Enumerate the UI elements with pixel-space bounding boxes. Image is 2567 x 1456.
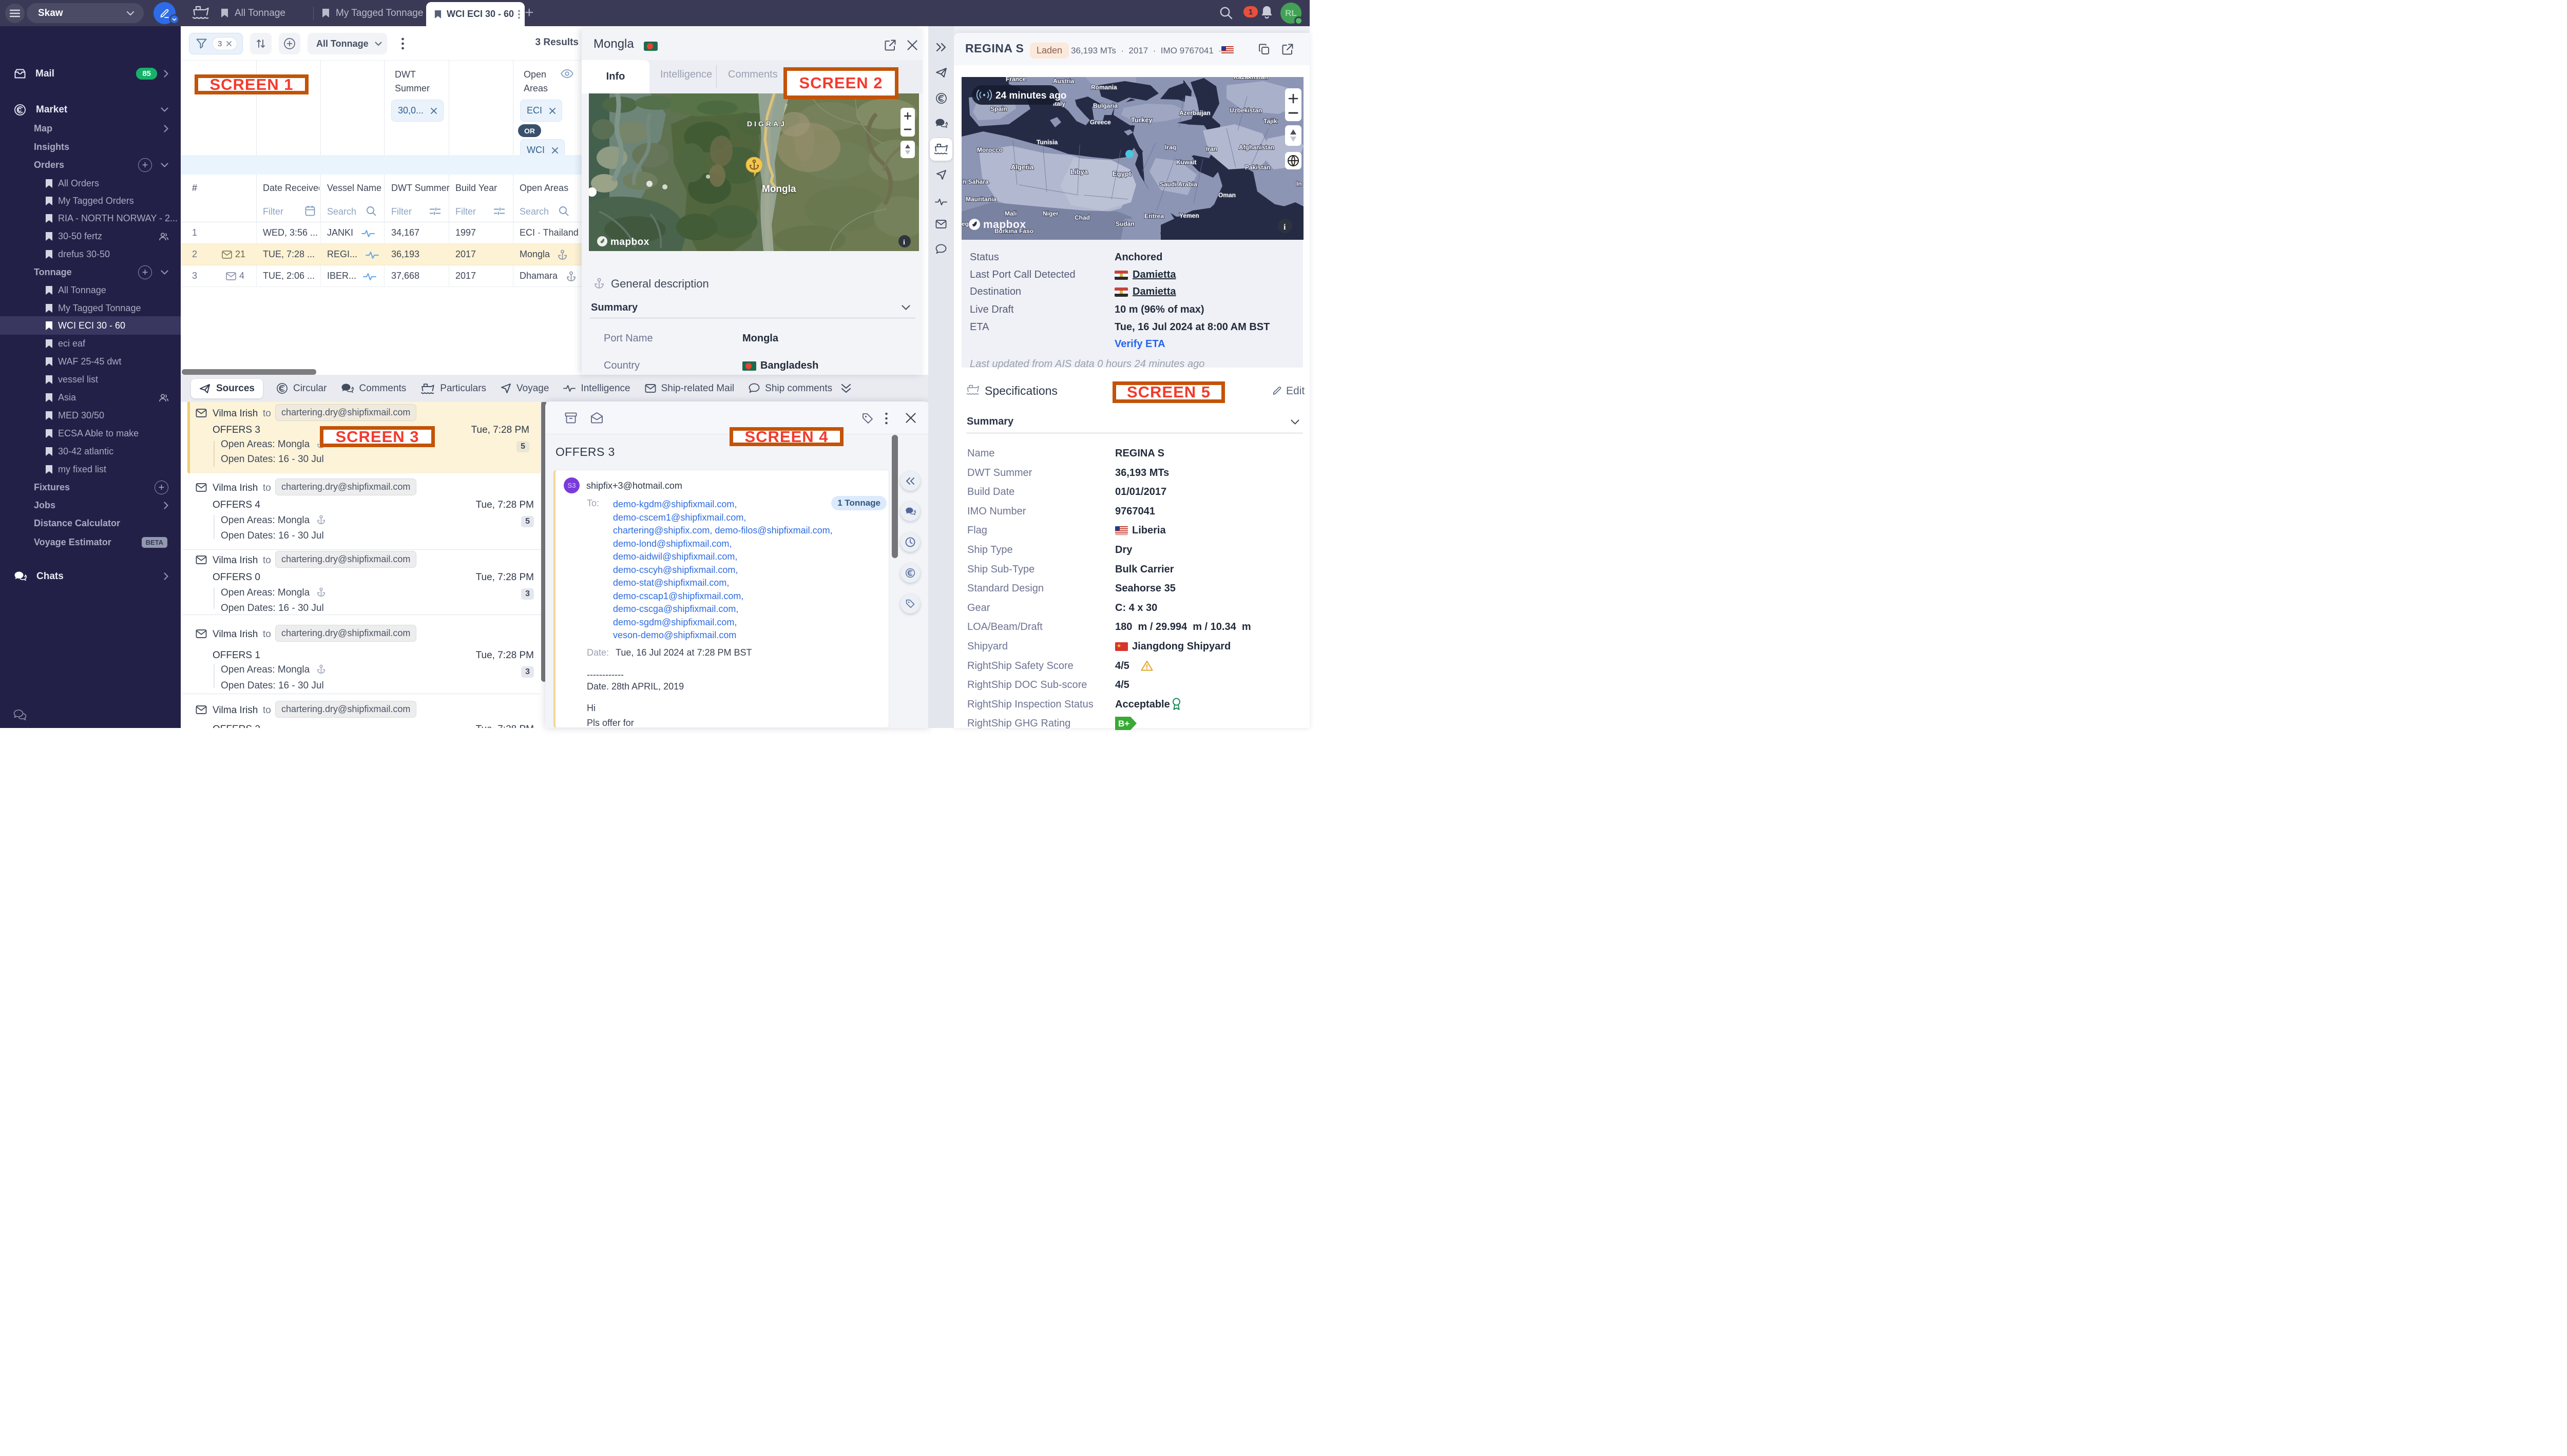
svg-text:24 minutes ago: 24 minutes ago [995,90,1066,101]
svg-text:Tunisia: Tunisia [1037,139,1058,146]
svg-text:Chad: Chad [1075,214,1090,221]
svg-text:Mongla: Mongla [762,184,796,195]
svg-text:Oman: Oman [1218,191,1236,199]
svg-text:Niger: Niger [1043,210,1059,217]
svg-text:Romania: Romania [1091,84,1117,91]
svg-text:Azerbaijan: Azerbaijan [1179,109,1211,117]
svg-text:B+: B+ [1118,719,1129,729]
svg-text:DIGRAJ: DIGRAJ [747,120,787,128]
svg-text:mapbox: mapbox [983,219,1026,231]
svg-text:Iraq: Iraq [1165,144,1176,151]
svg-text:Eritrea: Eritrea [1144,213,1164,220]
svg-text:Greece: Greece [1090,119,1111,126]
svg-text:Iran: Iran [1206,145,1217,152]
svg-text:Spain: Spain [990,105,1007,112]
svg-text:Mauritania: Mauritania [966,196,997,203]
svg-text:Afghanistan: Afghanistan [1239,144,1274,151]
svg-text:mapbox: mapbox [610,237,649,247]
svg-text:Kuwait: Kuwait [1176,159,1196,166]
svg-text:Kazakhstan: Kazakhstan [1234,77,1268,81]
svg-text:i: i [903,239,905,246]
svg-text:i: i [1284,223,1286,232]
svg-text:Libya: Libya [1070,168,1088,176]
svg-text:Uzbekistan: Uzbekistan [1230,107,1262,114]
svg-text:Sudan: Sudan [1116,220,1135,227]
svg-text:Bulgaria: Bulgaria [1093,102,1118,109]
svg-text:Turkey: Turkey [1131,116,1153,124]
svg-text:Pakistan: Pakistan [1245,164,1270,171]
svg-text:Yemen: Yemen [1179,212,1199,219]
svg-text:Morocco: Morocco [977,146,1003,154]
svg-text:Mali: Mali [1005,210,1017,217]
svg-text:Algeria: Algeria [1011,163,1034,171]
svg-text:France: France [1006,77,1026,83]
svg-text:Saudi Arabia: Saudi Arabia [1160,181,1197,188]
svg-text:In: In [1296,180,1302,187]
svg-text:n Sahara: n Sahara [963,178,989,185]
svg-text:Tajik: Tajik [1263,118,1277,125]
svg-text:Austria: Austria [1053,78,1075,85]
svg-text:Egypt: Egypt [1113,170,1132,178]
svg-text:Burkina Faso: Burkina Faso [994,227,1033,235]
